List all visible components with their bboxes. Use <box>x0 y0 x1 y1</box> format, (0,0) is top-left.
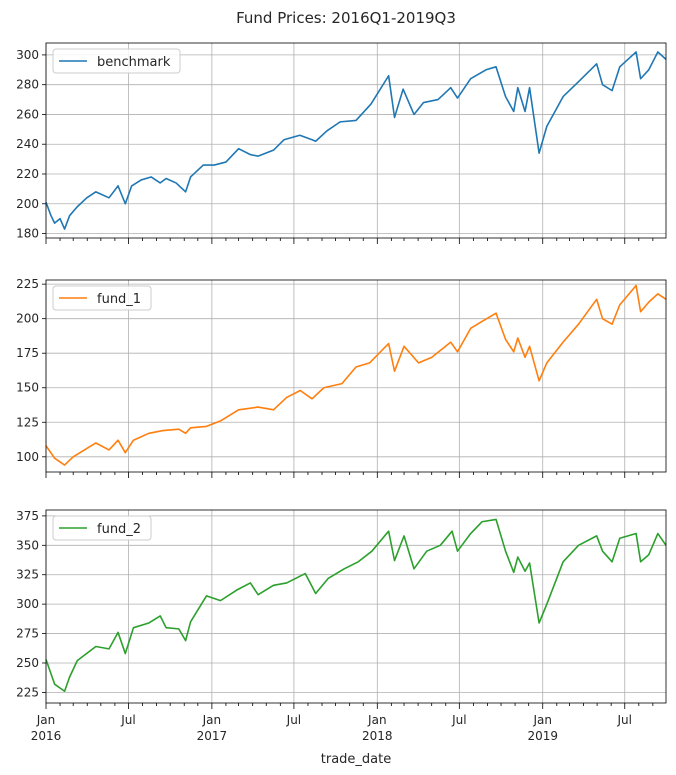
x-tick-label: Jul <box>120 713 135 727</box>
y-tick-label: 240 <box>16 137 39 151</box>
x-tick-year-label: 2018 <box>362 729 393 743</box>
chart-title: Fund Prices: 2016Q1-2019Q3 <box>236 9 456 27</box>
x-tick-label: Jul <box>286 713 301 727</box>
legend: fund_2 <box>52 515 152 541</box>
x-tick-year-label: 2017 <box>197 729 228 743</box>
y-tick-label: 200 <box>16 197 39 211</box>
panel-fund_2: 225 250 275 300 325 350 375 fund_2 <box>16 509 667 709</box>
x-tick-label: Jul <box>451 713 466 727</box>
panel-fund_1: 100 125 150 175 200 225 fund_1 <box>16 277 667 478</box>
panels-group: 180200220240260280300benchmark1001251501… <box>16 42 667 709</box>
axes-frame <box>45 279 667 473</box>
y-tick-label: 200 <box>16 312 39 326</box>
y-tick-label: 150 <box>16 381 39 395</box>
y-tick-label: 300 <box>16 597 39 611</box>
y-tick-label: 225 <box>16 277 39 291</box>
legend: fund_1 <box>52 285 152 311</box>
x-axis-ticks: Jan 2016 Jul Jan 2017 Jul Jan 2018 Jul Jan 2019 Jul <box>31 713 632 743</box>
legend-box <box>52 285 152 311</box>
x-tick-year-label: 2016 <box>31 729 62 743</box>
legend-label: fund_2 <box>97 522 141 537</box>
y-tick-label: 275 <box>16 627 39 641</box>
x-tick-label: Jan <box>367 713 387 727</box>
y-tick-label: 260 <box>16 107 39 121</box>
legend-label: fund_1 <box>97 292 141 307</box>
y-tick-label: 280 <box>16 78 39 92</box>
series-line-benchmark <box>45 51 667 230</box>
series-line-fund_1 <box>45 284 667 466</box>
x-tick-label: Jan <box>202 713 222 727</box>
x-tick-label: Jan <box>36 713 56 727</box>
x-tick-label: Jul <box>617 713 632 727</box>
y-tick-label: 325 <box>16 568 39 582</box>
panel-benchmark: 180 200 220 240 260 280 300 benchmark <box>16 42 667 244</box>
axes-frame <box>45 509 667 704</box>
x-tick-label: Jan <box>532 713 552 727</box>
y-tick-label: 175 <box>16 346 39 360</box>
y-tick-label: 100 <box>16 450 39 464</box>
y-tick-label: 350 <box>16 538 39 552</box>
y-tick-label: 180 <box>16 227 39 241</box>
y-tick-label: 125 <box>16 415 39 429</box>
legend: benchmark <box>52 48 181 74</box>
legend-box <box>52 515 152 541</box>
y-tick-label: 225 <box>16 685 39 699</box>
legend-box <box>52 48 181 74</box>
y-tick-label: 300 <box>16 48 39 62</box>
axes-frame <box>45 42 667 239</box>
legend-label: benchmark <box>97 55 171 70</box>
x-tick-year-label: 2019 <box>527 729 558 743</box>
series-line-fund_2 <box>45 518 667 693</box>
y-tick-label: 375 <box>16 509 39 523</box>
y-tick-label: 220 <box>16 167 39 181</box>
x-axis-label: trade_date <box>321 752 391 767</box>
y-tick-label: 250 <box>16 656 39 670</box>
